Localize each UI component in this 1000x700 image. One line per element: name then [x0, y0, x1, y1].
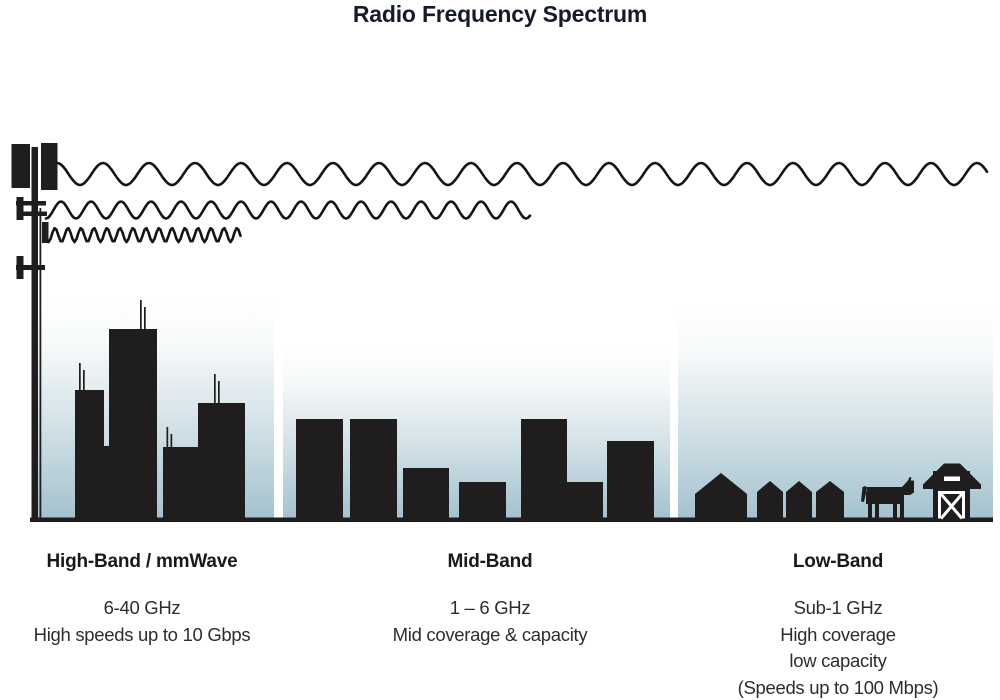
band-desc-low-band: Sub-1 GHz High coverage low capacity (Sp…	[673, 595, 1000, 700]
tower-antenna-panel-left	[11, 144, 30, 188]
house-icon	[786, 481, 812, 519]
band-desc-line: (Speeds up to 100 Mbps)	[737, 676, 939, 698]
tower-crossbar	[16, 265, 45, 270]
tower-mast	[31, 147, 38, 518]
tower-small-panel	[16, 197, 24, 220]
building	[103, 446, 110, 519]
ground-line	[30, 517, 993, 522]
tower-cable	[39, 208, 42, 518]
building	[521, 419, 567, 519]
band-caption-high-band: High-Band / mmWave 6-40 GHz High speeds …	[0, 551, 307, 648]
band-label-mid-band: Mid-Band	[447, 551, 533, 572]
barn-loft-window	[944, 476, 960, 481]
band-desc-line: Mid coverage & capacity	[392, 623, 588, 645]
tower-crossbar	[20, 211, 47, 216]
building	[198, 403, 245, 519]
band-caption-low-band: Low-Band Sub-1 GHz High coverage low cap…	[673, 551, 1000, 700]
building	[163, 447, 200, 519]
tower-crossbar	[16, 201, 46, 206]
building-antenna	[83, 370, 85, 390]
radio-waves-icon	[44, 161, 989, 244]
band-label-high-band: High-Band / mmWave	[46, 551, 238, 572]
building-antenna	[170, 434, 173, 447]
building-antenna	[144, 307, 146, 329]
medium-wavelength-wave	[44, 200, 532, 220]
page-title: Radio Frequency Spectrum	[352, 1, 648, 27]
building	[403, 468, 449, 519]
rural-scene-icon	[695, 463, 981, 520]
suburb-skyline-icon	[296, 419, 654, 519]
building	[459, 482, 506, 519]
building-antenna	[214, 374, 216, 403]
tower-small-panel	[42, 222, 49, 243]
building	[567, 482, 603, 519]
band-desc-line: 6-40 GHz	[103, 597, 181, 618]
band-desc-line: Sub-1 GHz	[793, 597, 883, 618]
building	[75, 390, 104, 519]
band-desc-line: High speeds up to 10 Gbps	[33, 623, 251, 645]
building-antenna	[166, 427, 169, 447]
band-desc-line: High coverage	[780, 623, 896, 645]
band-label-low-band: Low-Band	[792, 551, 884, 572]
cow-icon	[861, 477, 914, 518]
band-desc-line: 1 – 6 GHz	[449, 597, 531, 618]
building	[607, 441, 654, 519]
ground-line	[30, 517, 993, 522]
tower-small-panel	[16, 256, 24, 279]
house-icon	[695, 473, 747, 519]
band-desc-high-band: 6-40 GHz High speeds up to 10 Gbps	[0, 595, 307, 648]
building	[350, 419, 397, 519]
band-caption-mid-band: Mid-Band 1 – 6 GHz Mid coverage & capaci…	[325, 551, 655, 648]
dense-city-skyline-icon	[75, 300, 245, 519]
band-desc-line: low capacity	[789, 650, 887, 671]
short-wavelength-wave	[47, 226, 242, 244]
barn-door-crossbuck	[939, 493, 964, 520]
building	[109, 329, 157, 519]
cell-tower-icon	[11, 143, 58, 518]
tower-antenna-panel-right	[41, 143, 58, 190]
long-wavelength-wave	[55, 161, 989, 187]
building-antenna	[79, 363, 81, 390]
house-icon	[816, 481, 844, 519]
building-antenna	[218, 381, 220, 403]
house-icon	[757, 481, 783, 519]
building-antenna	[140, 300, 142, 329]
building	[296, 419, 343, 519]
band-desc-mid-band: 1 – 6 GHz Mid coverage & capacity	[325, 595, 655, 648]
